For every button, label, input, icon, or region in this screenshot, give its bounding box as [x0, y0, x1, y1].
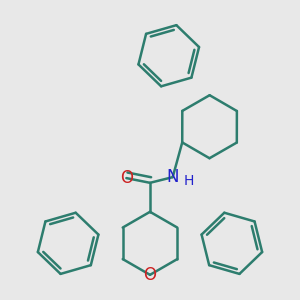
Text: O: O	[120, 169, 133, 187]
Text: H: H	[184, 174, 194, 188]
Text: O: O	[143, 266, 157, 284]
Text: N: N	[167, 168, 179, 186]
